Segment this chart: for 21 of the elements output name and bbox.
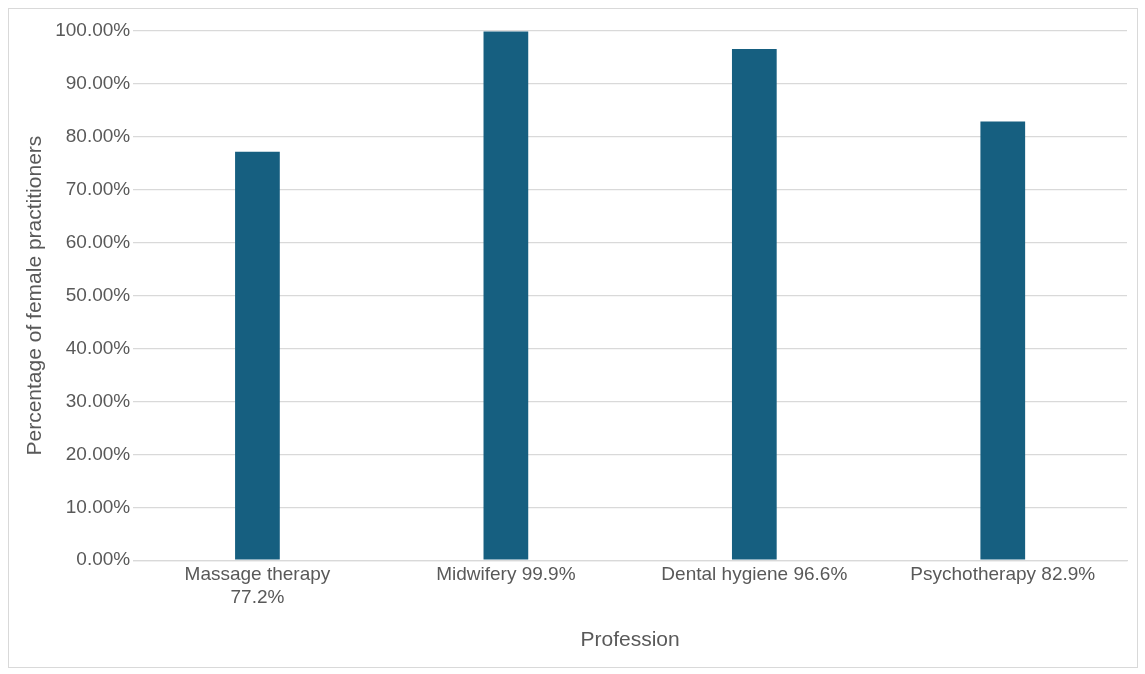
- bar: [235, 151, 280, 560]
- bar: [483, 31, 529, 560]
- x-axis-title: Profession: [580, 627, 680, 651]
- y-tick-label: 30.00%: [65, 389, 131, 411]
- y-tick-label: 20.00%: [65, 442, 131, 464]
- y-tick-label: 10.00%: [65, 495, 131, 517]
- x-tick-label: Midwifery 99.9%: [436, 562, 576, 584]
- bar: [731, 48, 777, 560]
- y-tick-label: 80.00%: [65, 125, 131, 147]
- y-tick-label: 0.00%: [76, 548, 131, 570]
- y-tick-label: 70.00%: [65, 177, 131, 199]
- y-tick-label: 90.00%: [65, 72, 131, 94]
- y-axis-title: Percentage of female practitioners: [22, 135, 46, 456]
- y-tick-label: 50.00%: [65, 283, 131, 305]
- y-tick-label: 100.00%: [55, 19, 131, 41]
- bar: [980, 121, 1026, 560]
- y-tick-label: 60.00%: [65, 230, 131, 252]
- x-tick-label: Psychotherapy 82.9%: [910, 562, 1096, 584]
- x-tick-label: Dental hygiene 96.6%: [661, 562, 848, 584]
- x-tick-label: Massage therapy 77.2%: [184, 562, 331, 607]
- y-tick-label: 40.00%: [65, 336, 131, 358]
